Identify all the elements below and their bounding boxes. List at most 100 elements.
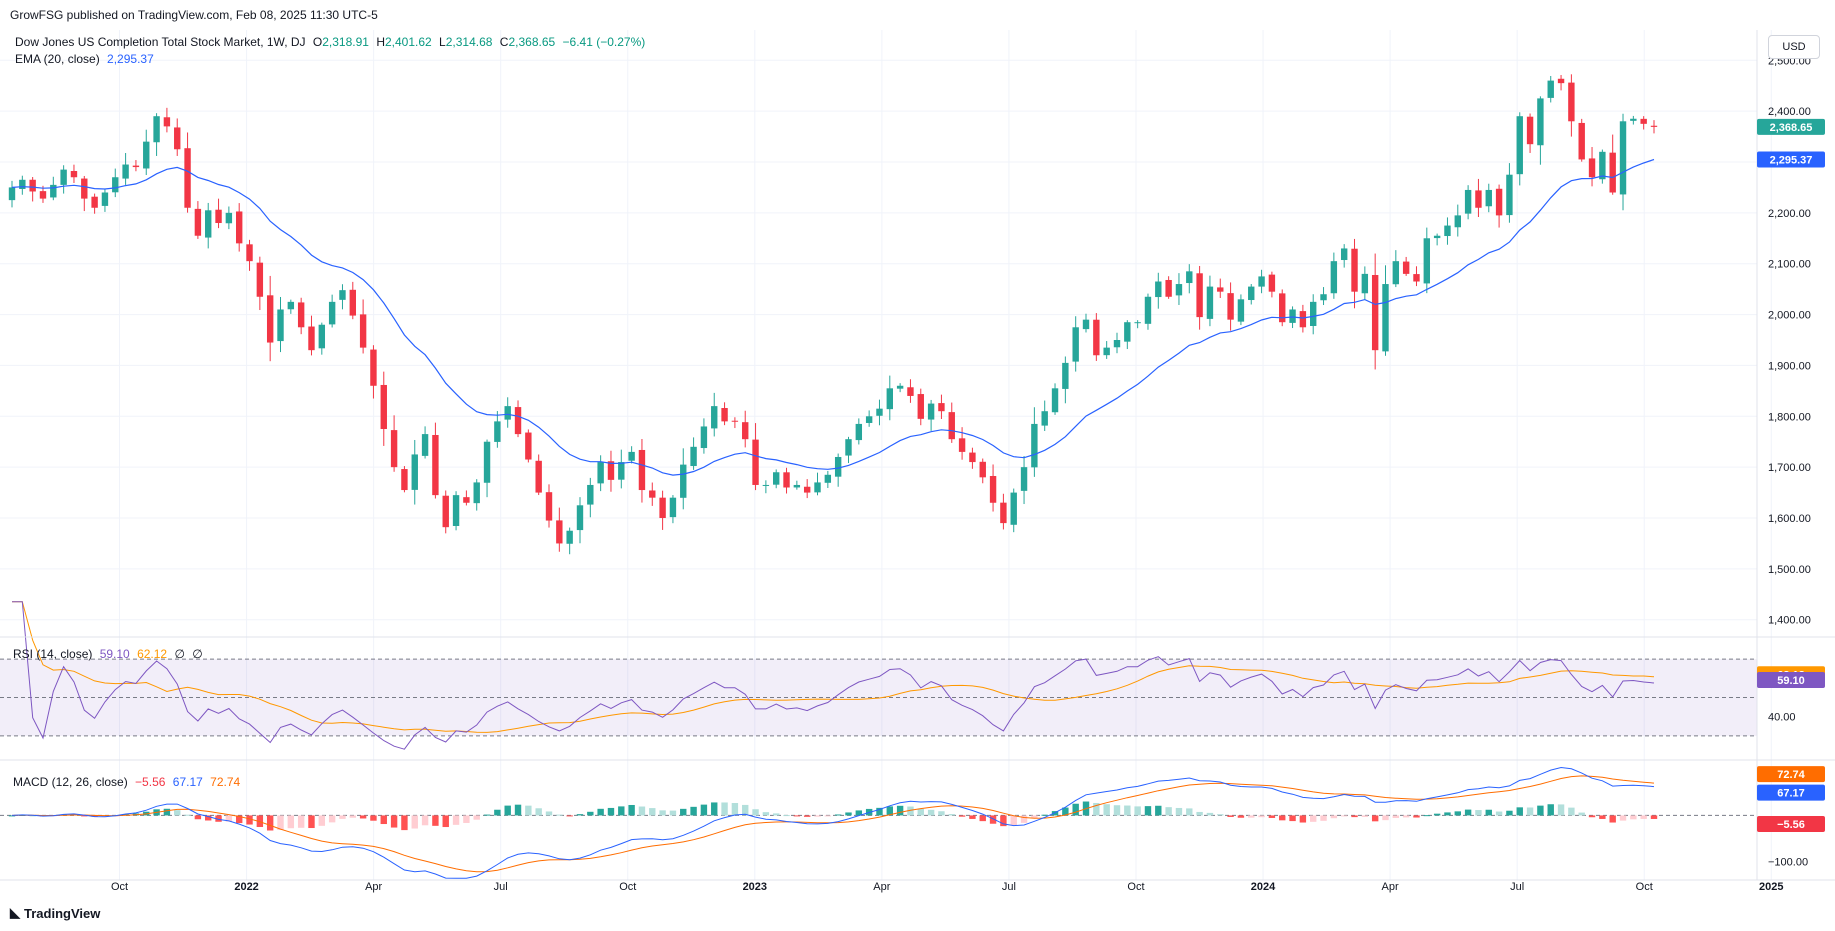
candle-body[interactable] [886, 388, 894, 410]
macd-histogram-bar[interactable] [1495, 811, 1503, 816]
candle-body[interactable] [700, 426, 708, 449]
macd-histogram-bar[interactable] [711, 802, 718, 816]
macd-histogram-bar[interactable] [1650, 815, 1658, 819]
candle-body[interactable] [1495, 188, 1503, 216]
candle-body[interactable] [525, 432, 532, 460]
candle-body[interactable] [1227, 293, 1234, 320]
macd-histogram-bar[interactable] [463, 815, 470, 823]
candle-body[interactable] [101, 192, 109, 206]
candle-body[interactable] [19, 179, 26, 189]
candle-body[interactable] [638, 449, 646, 491]
candle-body[interactable] [855, 423, 863, 441]
macd-histogram-bar[interactable] [618, 806, 625, 816]
macd-histogram-bar[interactable] [948, 814, 955, 816]
candle-body[interactable] [339, 290, 346, 300]
macd-histogram-bar[interactable] [855, 810, 863, 816]
candle-body[interactable] [793, 484, 801, 488]
macd-histogram-bar[interactable] [1010, 815, 1017, 826]
macd-histogram-bar[interactable] [1454, 811, 1461, 816]
candle-body[interactable] [938, 403, 945, 412]
macd-histogram-bar[interactable] [1640, 815, 1647, 819]
candle-body[interactable] [545, 492, 553, 521]
macd-histogram-bar[interactable] [442, 815, 449, 828]
macd-histogram-bar[interactable] [339, 815, 346, 819]
candle-body[interactable] [1578, 122, 1585, 160]
macd-histogram-bar[interactable] [1000, 815, 1007, 827]
macd-histogram-bar[interactable] [762, 812, 770, 816]
candle-body[interactable] [494, 421, 501, 442]
macd-histogram-bar[interactable] [1103, 804, 1110, 816]
macd-histogram-bar[interactable] [834, 814, 842, 816]
ema-line[interactable] [11, 158, 1655, 476]
candle-body[interactable] [1320, 294, 1327, 301]
macd-histogram-bar[interactable] [297, 815, 305, 828]
macd-histogram-bar[interactable] [628, 804, 635, 816]
macd-histogram-bar[interactable] [1217, 814, 1224, 816]
macd-histogram-bar[interactable] [494, 809, 501, 816]
candle-body[interactable] [277, 309, 284, 342]
macd-histogram-bar[interactable] [1062, 807, 1069, 816]
macd-histogram-bar[interactable] [587, 811, 594, 816]
candle-body[interactable] [473, 482, 480, 504]
candle-body[interactable] [1206, 286, 1214, 319]
macd-histogram-bar[interactable] [225, 815, 233, 822]
macd-histogram-bar[interactable] [1186, 808, 1193, 816]
candle-body[interactable] [535, 460, 542, 493]
candle-body[interactable] [742, 422, 749, 440]
candle-body[interactable] [442, 495, 449, 528]
candle-body[interactable] [370, 349, 377, 386]
macd-histogram-bar[interactable] [659, 810, 666, 816]
candle-body[interactable] [958, 438, 966, 452]
candle-body[interactable] [1031, 423, 1038, 468]
macd-histogram-bar[interactable] [597, 808, 604, 816]
candle-body[interactable] [1020, 467, 1028, 491]
macd-histogram-bar[interactable] [81, 815, 88, 817]
candle-body[interactable] [896, 385, 904, 389]
candle-body[interactable] [721, 408, 728, 422]
candle-body[interactable] [1072, 327, 1079, 362]
macd-histogram-bar[interactable] [1588, 815, 1596, 818]
macd-histogram-bar[interactable] [1392, 815, 1400, 818]
candle-body[interactable] [711, 406, 718, 429]
candle-body[interactable] [184, 148, 191, 208]
candle-body[interactable] [917, 394, 924, 419]
macd-histogram-bar[interactable] [1382, 815, 1389, 821]
candle-body[interactable] [1630, 118, 1637, 121]
candle-body[interactable] [783, 472, 790, 488]
macd-histogram-bar[interactable] [1444, 812, 1451, 816]
candle-body[interactable] [1124, 322, 1131, 342]
macd-histogram-bar[interactable] [969, 815, 976, 819]
macd-histogram-bar[interactable] [938, 811, 945, 816]
candle-body[interactable] [948, 412, 955, 440]
candle-body[interactable] [1103, 347, 1110, 356]
candle-body[interactable] [132, 165, 140, 168]
macd-histogram-bar[interactable] [1609, 815, 1616, 823]
candle-body[interactable] [1144, 296, 1152, 324]
candle-body[interactable] [483, 441, 491, 483]
candle-body[interactable] [907, 387, 914, 396]
candle-body[interactable] [1599, 151, 1606, 180]
macd-histogram-bar[interactable] [1568, 807, 1575, 816]
candle-body[interactable] [297, 302, 305, 328]
tradingview-logo[interactable]: ◣ TradingView [10, 905, 100, 921]
macd-histogram-bar[interactable] [1041, 814, 1048, 816]
macd-histogram-bar[interactable] [1206, 812, 1214, 816]
candle-body[interactable] [205, 210, 212, 238]
macd-histogram-bar[interactable] [1165, 807, 1172, 816]
macd-histogram-bar[interactable] [1237, 815, 1245, 818]
candle-body[interactable] [1557, 78, 1565, 84]
candle-body[interactable] [266, 295, 274, 343]
macd-histogram-bar[interactable] [1630, 815, 1637, 820]
macd-histogram-bar[interactable] [1268, 815, 1276, 818]
candle-body[interactable] [81, 178, 88, 199]
macd-histogram-bar[interactable] [649, 808, 656, 816]
candle-body[interactable] [112, 177, 119, 193]
macd-histogram-bar[interactable] [1371, 815, 1379, 822]
macd-histogram-bar[interactable] [1258, 815, 1265, 818]
candle-body[interactable] [649, 490, 656, 498]
candle-body[interactable] [1082, 319, 1090, 330]
candle-body[interactable] [153, 116, 160, 143]
macd-histogram-bar[interactable] [1433, 813, 1441, 816]
candle-body[interactable] [587, 484, 594, 505]
candle-body[interactable] [1258, 276, 1265, 287]
